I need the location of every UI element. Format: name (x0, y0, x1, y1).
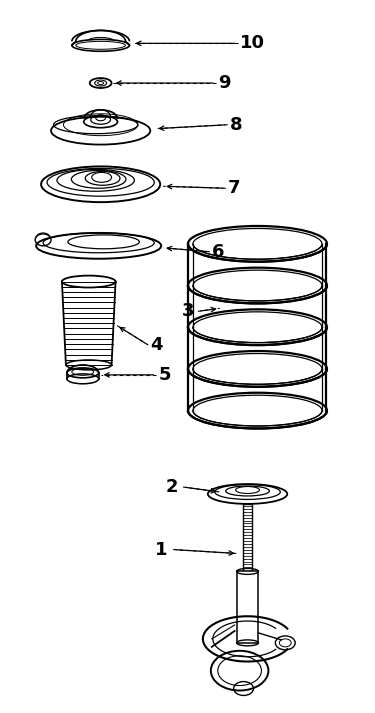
FancyBboxPatch shape (243, 504, 252, 571)
Text: 8: 8 (230, 116, 242, 134)
Text: 10: 10 (240, 34, 265, 52)
Text: 2: 2 (165, 478, 178, 496)
Text: 7: 7 (228, 179, 240, 198)
Text: 1: 1 (155, 540, 168, 558)
FancyBboxPatch shape (237, 571, 258, 643)
Text: 9: 9 (218, 74, 230, 92)
Text: 3: 3 (182, 302, 195, 320)
Text: 5: 5 (158, 366, 171, 384)
Text: 4: 4 (150, 336, 163, 354)
Text: 6: 6 (212, 243, 224, 261)
